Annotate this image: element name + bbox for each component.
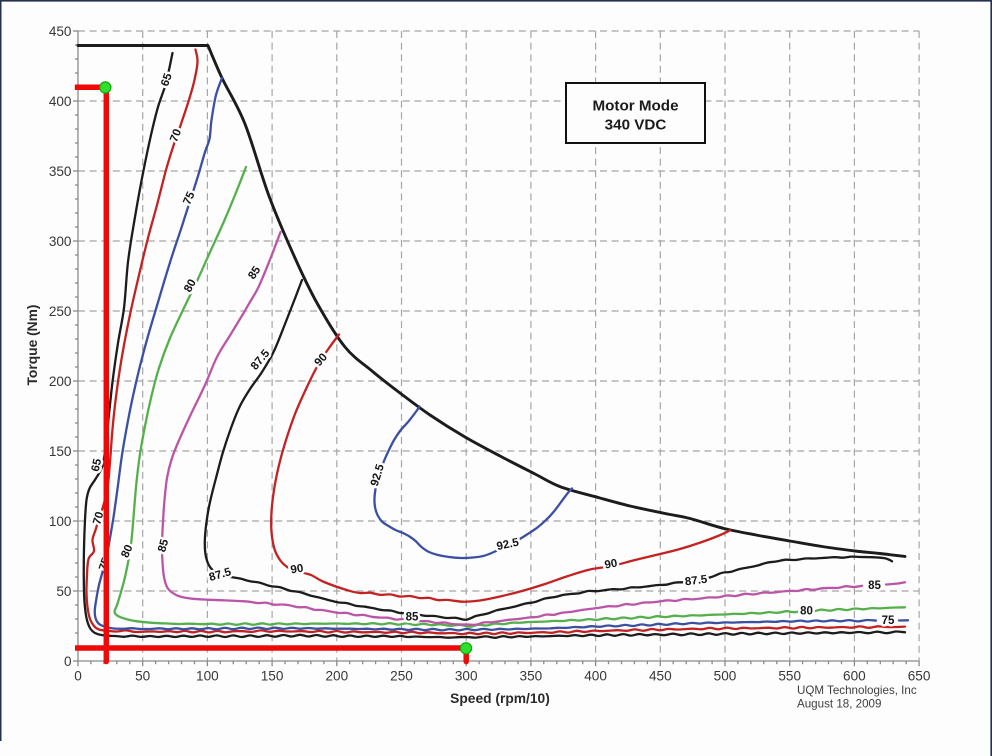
svg-text:400: 400 <box>49 94 72 109</box>
svg-text:650: 650 <box>908 668 931 683</box>
svg-text:90: 90 <box>604 558 619 572</box>
svg-text:Motor Mode: Motor Mode <box>592 98 678 115</box>
svg-text:250: 250 <box>390 668 413 683</box>
svg-text:150: 150 <box>261 668 284 683</box>
svg-text:Speed (rpm/10): Speed (rpm/10) <box>450 691 550 706</box>
svg-text:Torque (Nm): Torque (Nm) <box>25 305 40 386</box>
svg-text:450: 450 <box>49 24 72 39</box>
svg-text:200: 200 <box>49 374 72 389</box>
svg-text:100: 100 <box>49 514 72 529</box>
svg-text:80: 80 <box>800 606 813 618</box>
svg-text:UQM Technologies, Inc: UQM Technologies, Inc <box>797 684 917 697</box>
svg-text:600: 600 <box>843 668 866 683</box>
svg-text:0: 0 <box>74 668 82 683</box>
svg-text:87.5: 87.5 <box>684 574 708 589</box>
svg-text:300: 300 <box>49 234 72 249</box>
svg-text:300: 300 <box>455 668 478 683</box>
svg-text:350: 350 <box>49 164 72 179</box>
svg-text:400: 400 <box>584 668 607 683</box>
svg-text:75: 75 <box>882 615 895 627</box>
svg-text:350: 350 <box>520 668 543 683</box>
svg-text:85: 85 <box>868 580 881 592</box>
svg-text:250: 250 <box>49 304 72 319</box>
svg-text:85: 85 <box>406 612 419 624</box>
svg-text:200: 200 <box>325 668 348 683</box>
svg-text:550: 550 <box>778 668 801 683</box>
svg-text:0: 0 <box>64 654 72 669</box>
svg-text:100: 100 <box>196 668 219 683</box>
svg-text:50: 50 <box>56 584 72 599</box>
svg-text:50: 50 <box>135 668 151 683</box>
svg-text:90: 90 <box>290 563 305 577</box>
svg-text:450: 450 <box>649 668 672 683</box>
svg-text:340 VDC: 340 VDC <box>605 117 667 134</box>
svg-text:500: 500 <box>714 668 737 683</box>
svg-text:150: 150 <box>49 444 72 459</box>
svg-text:August 18, 2009: August 18, 2009 <box>797 698 881 711</box>
